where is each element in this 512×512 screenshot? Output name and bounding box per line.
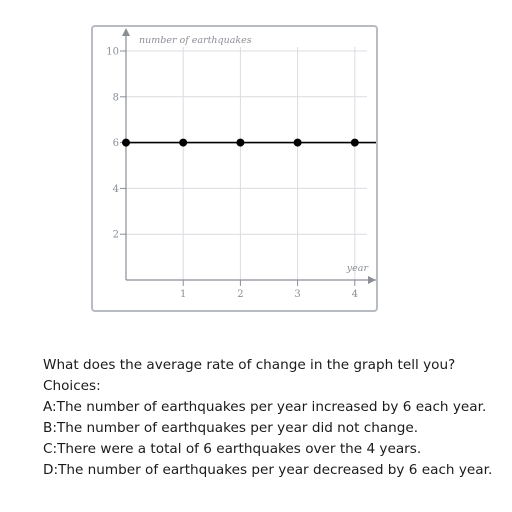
question-text: What does the average rate of change in … (43, 357, 456, 373)
choice-b: B:The number of earthquakes per year did… (43, 420, 419, 436)
y-axis-arrow (122, 28, 130, 36)
data-point (350, 138, 359, 147)
data-point (236, 138, 245, 147)
y-tick-label: 10 (106, 47, 119, 58)
y-tick-label: 6 (113, 138, 119, 149)
y-tick-label: 8 (113, 92, 119, 103)
choice-a: A:The number of earthquakes per year inc… (43, 399, 487, 415)
x-axis-title: year (346, 263, 370, 274)
x-tick-label: 3 (294, 289, 300, 300)
data-point (179, 138, 188, 147)
question-block: What does the average rate of change in … (43, 355, 508, 481)
choice-d: D:The number of earthquakes per year dec… (43, 462, 493, 478)
choices-label: Choices: (43, 378, 101, 394)
x-tick-label: 4 (352, 289, 358, 300)
y-tick-label: 4 (113, 184, 119, 195)
x-tick-label: 2 (237, 289, 243, 300)
y-tick-label: 2 (113, 230, 119, 241)
chart-frame: 2 4 6 8 10 1 2 3 4 number of earthquakes year (91, 25, 378, 312)
choice-c: C:There were a total of 6 earthquakes ov… (43, 441, 422, 457)
y-axis-title: number of earthquakes (139, 35, 252, 46)
data-point (293, 138, 302, 147)
x-axis-arrow (368, 276, 376, 284)
data-point (122, 138, 130, 147)
x-tick-label: 1 (180, 289, 186, 300)
